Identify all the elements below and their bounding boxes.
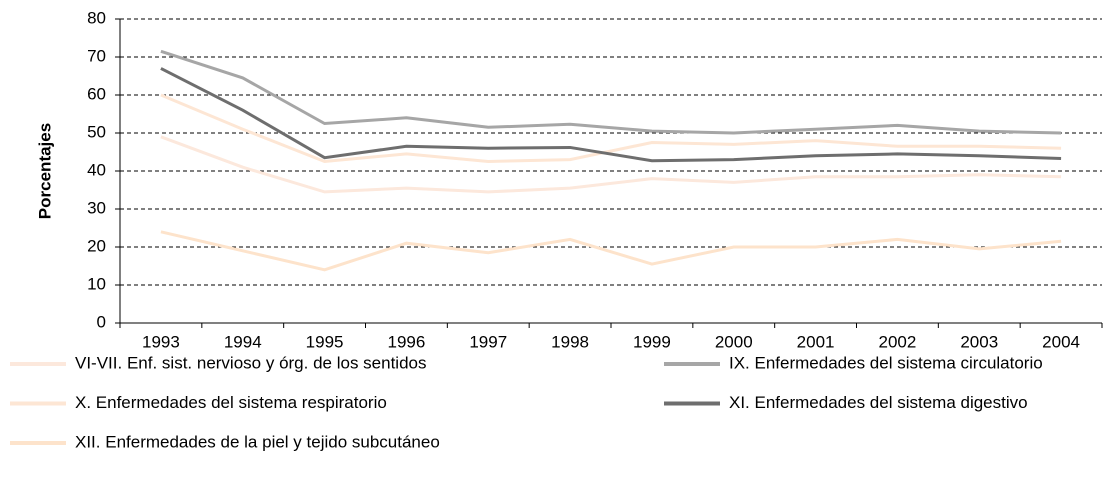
- series-line: [160, 67, 1062, 163]
- legend-label: VI-VII. Enf. sist. nervioso y órg. de lo…: [75, 353, 427, 372]
- y-tick-label: 30: [87, 198, 106, 217]
- x-tick-label: 2003: [960, 332, 998, 351]
- y-tick-label: 10: [87, 274, 106, 293]
- y-tick-label: 60: [87, 84, 106, 103]
- series-line: [160, 93, 1062, 164]
- x-tick-label: 1996: [388, 332, 426, 351]
- series-line: [160, 135, 1062, 194]
- y-tick-label: 70: [87, 46, 106, 65]
- y-axis-title: Porcentajes: [35, 123, 54, 219]
- series-line: [160, 49, 1062, 135]
- series-line: [160, 230, 1062, 272]
- x-tick-label: 1993: [142, 332, 180, 351]
- y-tick-label: 20: [87, 236, 106, 255]
- y-tick-label: 0: [97, 312, 106, 331]
- x-tick-label: 2004: [1042, 332, 1080, 351]
- legend-label: XI. Enfermedades del sistema digestivo: [729, 393, 1028, 412]
- x-tick-label: 1999: [633, 332, 671, 351]
- x-tick-label: 1994: [224, 332, 262, 351]
- x-tick-label: 2002: [879, 332, 917, 351]
- legend-label: IX. Enfermedades del sistema circulatori…: [729, 353, 1043, 372]
- legend-label: XII. Enfermedades de la piel y tejido su…: [75, 432, 440, 451]
- x-tick-label: 2001: [797, 332, 835, 351]
- x-tick-label: 1998: [551, 332, 589, 351]
- y-tick-label: 80: [87, 8, 106, 27]
- x-tick-label: 1995: [306, 332, 344, 351]
- x-tick-label: 1997: [469, 332, 507, 351]
- legend-label: X. Enfermedades del sistema respiratorio: [75, 393, 387, 412]
- x-tick-label: 2000: [715, 332, 753, 351]
- y-tick-label: 50: [87, 122, 106, 141]
- y-tick-label: 40: [87, 160, 106, 179]
